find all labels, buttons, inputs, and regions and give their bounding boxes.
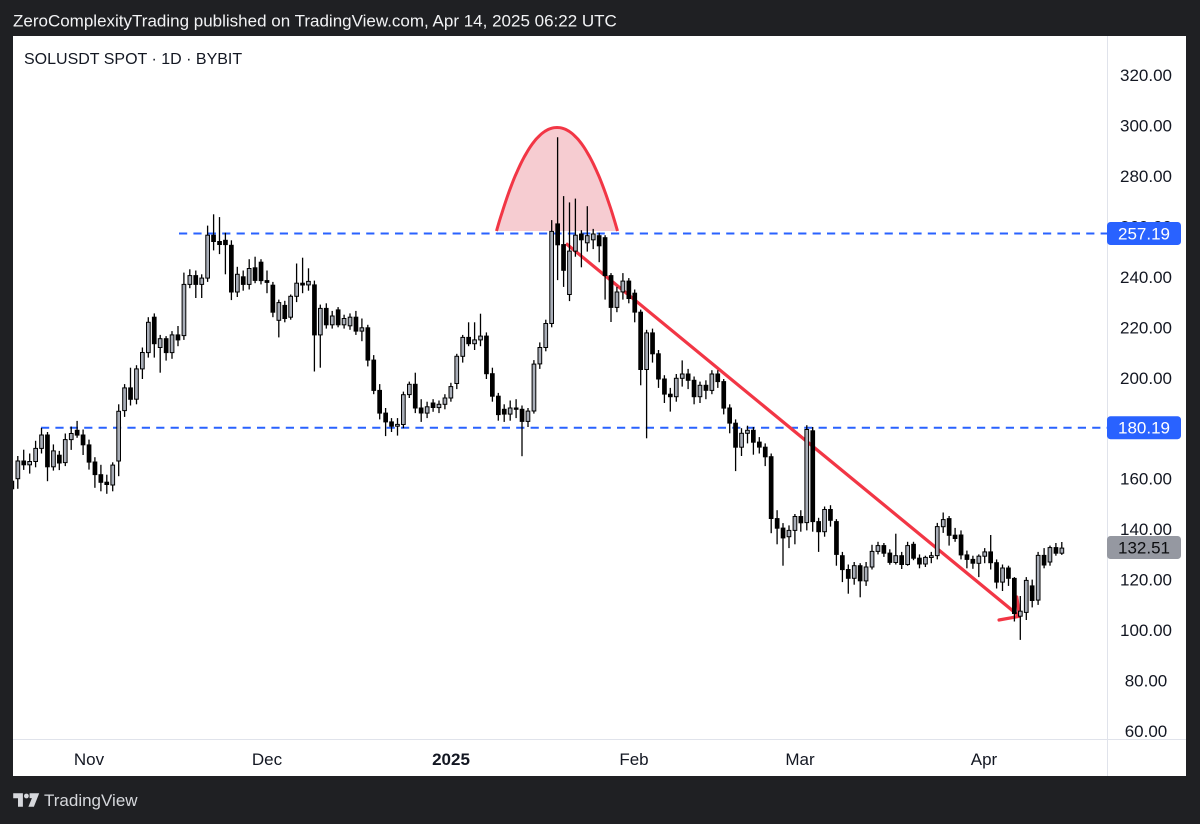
svg-text:180.19: 180.19 [1118,419,1170,438]
svg-text:2025: 2025 [432,750,470,769]
svg-text:Mar: Mar [785,750,815,769]
svg-text:300.00: 300.00 [1120,117,1172,136]
svg-text:Dec: Dec [252,750,283,769]
svg-text:160.00: 160.00 [1120,470,1172,489]
svg-text:Apr: Apr [971,750,998,769]
svg-text:60.00: 60.00 [1125,722,1168,741]
svg-text:SOLUSDT SPOT · 1D · BYBIT: SOLUSDT SPOT · 1D · BYBIT [24,51,242,68]
svg-text:Feb: Feb [619,750,648,769]
svg-text:257.19: 257.19 [1118,225,1170,244]
svg-text:TradingView: TradingView [44,791,138,810]
svg-text:220.00: 220.00 [1120,318,1172,337]
svg-text:100.00: 100.00 [1120,621,1172,640]
svg-text:200.00: 200.00 [1120,369,1172,388]
svg-text:140.00: 140.00 [1120,520,1172,539]
svg-text:Nov: Nov [74,750,105,769]
svg-text:ZeroComplexityTrading publishe: ZeroComplexityTrading published on Tradi… [13,12,617,31]
svg-text:280.00: 280.00 [1120,167,1172,186]
svg-text:120.00: 120.00 [1120,571,1172,590]
svg-text:320.00: 320.00 [1120,66,1172,85]
svg-text:80.00: 80.00 [1125,672,1168,691]
svg-text:240.00: 240.00 [1120,268,1172,287]
svg-text:132.51: 132.51 [1118,539,1170,558]
